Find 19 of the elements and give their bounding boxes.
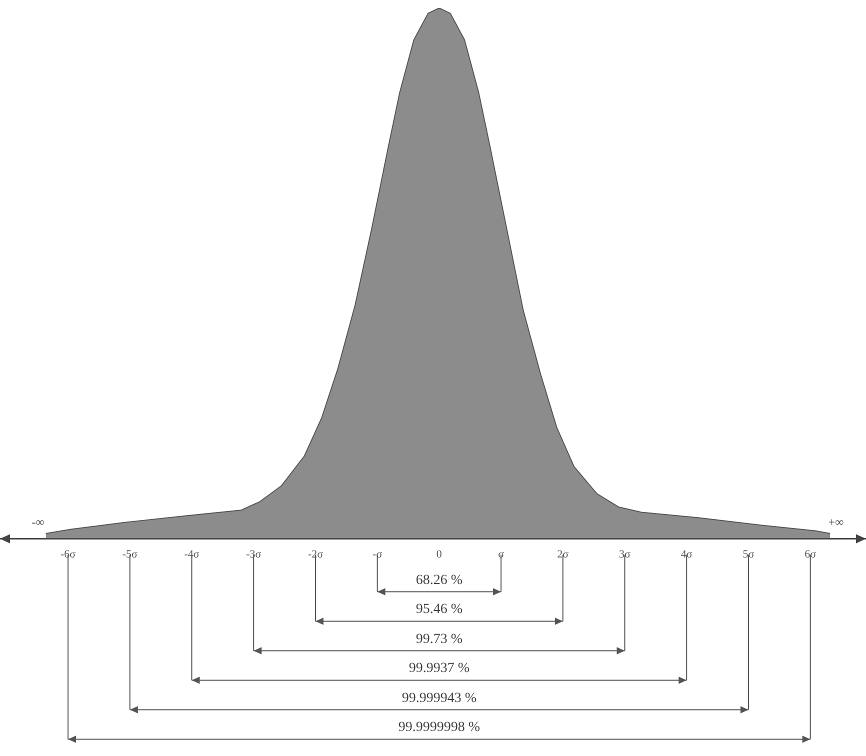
x-tick-label: -2σ — [308, 548, 324, 560]
x-tick-label: -6σ — [60, 548, 76, 560]
x-tick-label: 0 — [436, 548, 442, 560]
text: 99.9999998 % — [398, 720, 480, 736]
x-tick-label: 2σ — [557, 548, 569, 560]
x-tick-label: -5σ — [122, 548, 138, 560]
annotation: -∞ — [32, 514, 44, 530]
text: 95.46 % — [416, 602, 463, 618]
annotation: +∞ — [828, 514, 844, 530]
text: 99.999943 % — [402, 690, 477, 707]
x-tick-label: 4σ — [680, 548, 692, 560]
text: 99.9937 % — [408, 661, 470, 678]
x-tick-label: 3σ — [619, 548, 631, 560]
text: 68.26 % — [416, 572, 463, 589]
x-tick-label: 5σ — [742, 548, 754, 560]
x-tick-label: -3σ — [246, 548, 262, 560]
x-tick-label: σ — [498, 548, 504, 560]
text: 99.73 % — [416, 632, 463, 648]
x-tick-label: 6σ — [804, 548, 816, 560]
